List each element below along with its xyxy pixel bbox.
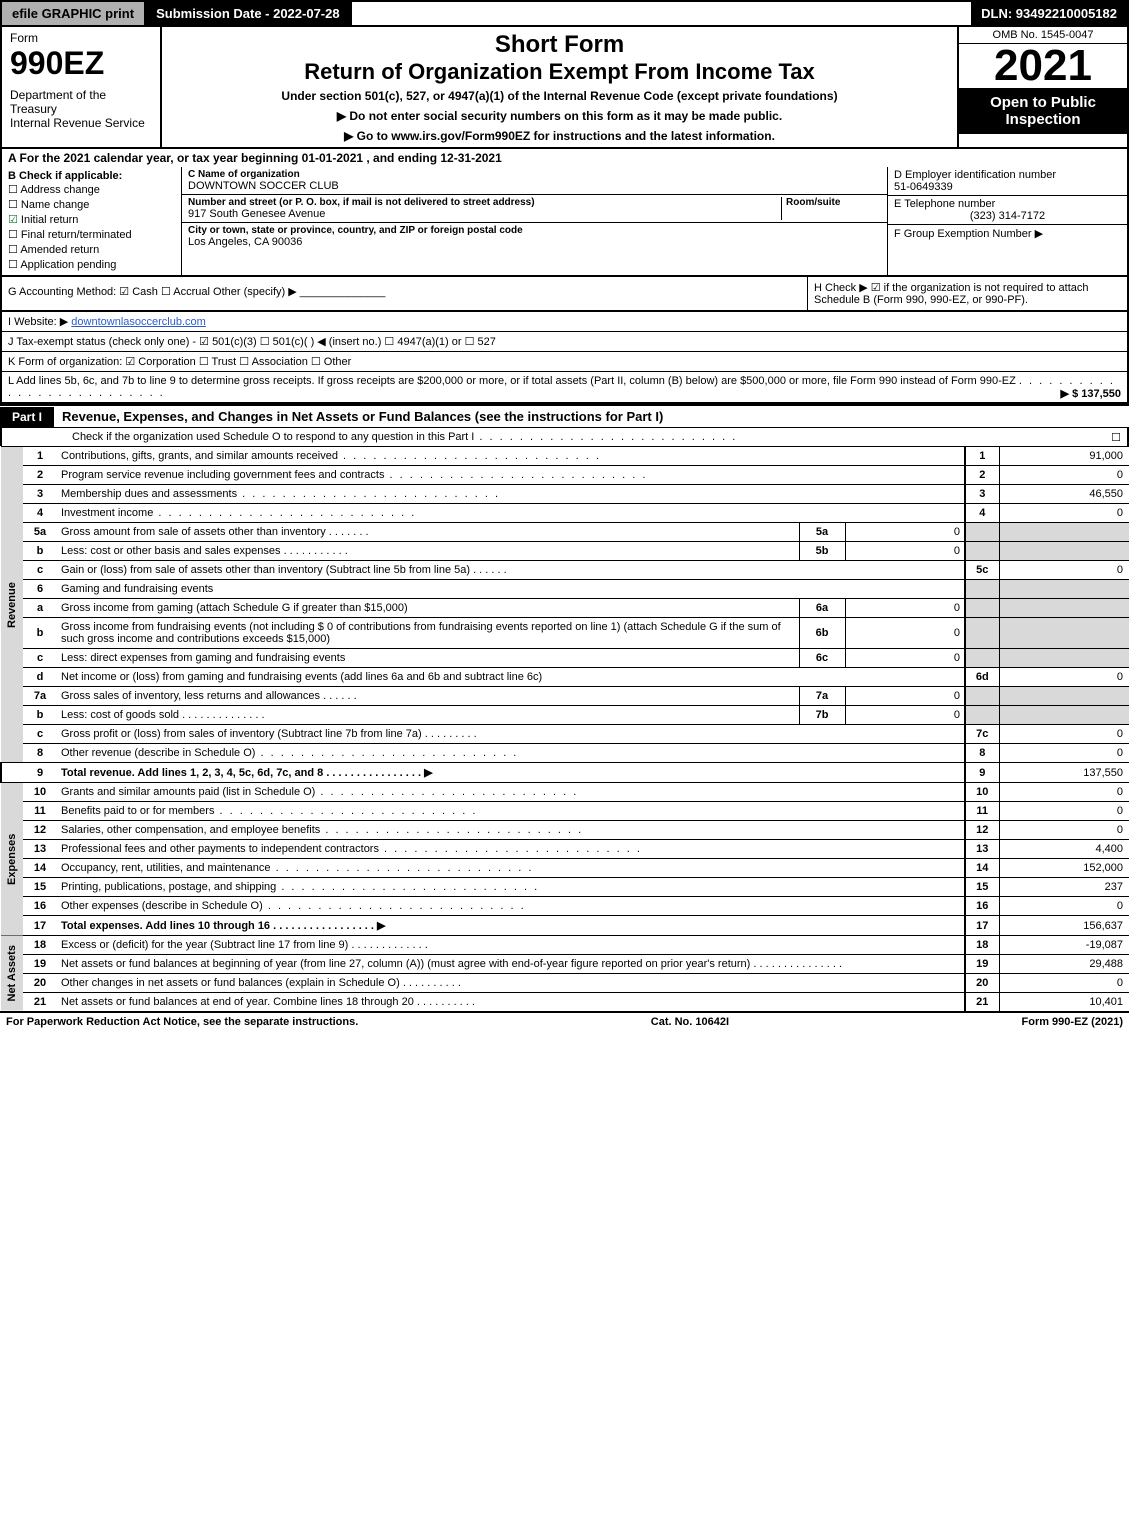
line-9-val: 137,550 bbox=[999, 763, 1129, 783]
efile-print-button[interactable]: efile GRAPHIC print bbox=[2, 2, 146, 25]
section-gh: G Accounting Method: ☑ Cash ☐ Accrual Ot… bbox=[0, 277, 1129, 312]
col-b-label: B Check if applicable: bbox=[8, 170, 122, 182]
org-name: DOWNTOWN SOCCER CLUB bbox=[188, 180, 881, 192]
line-12-val: 0 bbox=[999, 821, 1129, 840]
street-value: 917 South Genesee Avenue bbox=[188, 208, 781, 220]
netassets-side-label: Net Assets bbox=[1, 936, 23, 1012]
chk-accrual[interactable]: ☐ bbox=[161, 286, 173, 298]
row-l: L Add lines 5b, 6c, and 7b to line 9 to … bbox=[0, 372, 1129, 404]
other-specify: Other (specify) ▶ bbox=[213, 286, 297, 298]
chk-application-pending[interactable]: Application pending bbox=[8, 257, 175, 272]
department-label: Department of the Treasury Internal Reve… bbox=[10, 88, 152, 130]
line-10-val: 0 bbox=[999, 783, 1129, 802]
footer-left: For Paperwork Reduction Act Notice, see … bbox=[6, 1016, 358, 1028]
under-section: Under section 501(c), 527, or 4947(a)(1)… bbox=[170, 89, 949, 103]
ssn-warning: ▶ Do not enter social security numbers o… bbox=[170, 109, 949, 123]
part-i-title: Revenue, Expenses, and Changes in Net As… bbox=[54, 406, 671, 427]
header: Form 990EZ Department of the Treasury In… bbox=[0, 27, 1129, 149]
line-4-val: 0 bbox=[999, 504, 1129, 523]
row-i-label: I Website: ▶ bbox=[8, 316, 68, 328]
col-b-checkboxes: B Check if applicable: Address change Na… bbox=[2, 167, 182, 275]
row-a-tax-year: A For the 2021 calendar year, or tax yea… bbox=[0, 149, 1129, 167]
main-title: Return of Organization Exempt From Incom… bbox=[170, 59, 949, 85]
chk-initial-return[interactable]: Initial return bbox=[8, 212, 175, 227]
ein-label: D Employer identification number bbox=[894, 169, 1121, 181]
website-link[interactable]: downtownlasoccerclub.com bbox=[71, 316, 206, 328]
form-word: Form bbox=[10, 31, 152, 45]
part-i-check: Check if the organization used Schedule … bbox=[0, 428, 1129, 446]
line-3-val: 46,550 bbox=[999, 485, 1129, 504]
line-13-val: 4,400 bbox=[999, 840, 1129, 859]
dln-label: DLN: 93492210005182 bbox=[971, 2, 1127, 25]
chk-amended-return[interactable]: Amended return bbox=[8, 242, 175, 257]
line-16-val: 0 bbox=[999, 897, 1129, 916]
part-i-header: Part I Revenue, Expenses, and Changes in… bbox=[0, 404, 1129, 428]
form-number: 990EZ bbox=[10, 45, 152, 82]
room-label: Room/suite bbox=[786, 197, 881, 208]
line-11-val: 0 bbox=[999, 802, 1129, 821]
tel-label: E Telephone number bbox=[894, 198, 1121, 210]
city-label: City or town, state or province, country… bbox=[188, 225, 881, 236]
org-name-label: C Name of organization bbox=[188, 169, 881, 180]
line-17-val: 156,637 bbox=[999, 916, 1129, 936]
expenses-side-label: Expenses bbox=[1, 783, 23, 936]
ein-value: 51-0649339 bbox=[894, 181, 1121, 193]
chk-address-change[interactable]: Address change bbox=[8, 182, 175, 197]
line-14-val: 152,000 bbox=[999, 859, 1129, 878]
submission-date-label: Submission Date - 2022-07-28 bbox=[146, 2, 352, 25]
line-5c-val: 0 bbox=[999, 561, 1129, 580]
row-k: K Form of organization: ☑ Corporation ☐ … bbox=[0, 352, 1129, 372]
tax-year: 2021 bbox=[959, 44, 1127, 88]
line-7c-val: 0 bbox=[999, 725, 1129, 744]
chk-final-return[interactable]: Final return/terminated bbox=[8, 227, 175, 242]
footer: For Paperwork Reduction Act Notice, see … bbox=[0, 1011, 1129, 1031]
row-j: J Tax-exempt status (check only one) - ☑… bbox=[0, 332, 1129, 352]
line-6d-val: 0 bbox=[999, 668, 1129, 687]
top-bar: efile GRAPHIC print Submission Date - 20… bbox=[0, 0, 1129, 27]
chk-name-change[interactable]: Name change bbox=[8, 197, 175, 212]
col-c-org-info: C Name of organization DOWNTOWN SOCCER C… bbox=[182, 167, 887, 275]
line-19-val: 29,488 bbox=[999, 955, 1129, 974]
row-h: H Check ▶ ☑ if the organization is not r… bbox=[807, 277, 1127, 310]
street-label: Number and street (or P. O. box, if mail… bbox=[188, 197, 781, 208]
footer-right: Form 990-EZ (2021) bbox=[1022, 1016, 1123, 1028]
goto-link[interactable]: ▶ Go to www.irs.gov/Form990EZ for instru… bbox=[170, 129, 949, 143]
line-1-val: 91,000 bbox=[999, 447, 1129, 466]
part-i-table: Revenue 1 Contributions, gifts, grants, … bbox=[0, 446, 1129, 1011]
footer-center: Cat. No. 10642I bbox=[651, 1016, 729, 1028]
line-2-val: 0 bbox=[999, 466, 1129, 485]
part-i-tab: Part I bbox=[0, 407, 54, 427]
city-value: Los Angeles, CA 90036 bbox=[188, 236, 881, 248]
line-18-val: -19,087 bbox=[999, 936, 1129, 955]
row-g-label: G Accounting Method: bbox=[8, 286, 116, 298]
section-bcd: B Check if applicable: Address change Na… bbox=[0, 167, 1129, 277]
chk-cash[interactable]: ☑ bbox=[119, 286, 132, 298]
group-exemption-label: F Group Exemption Number ▶ bbox=[894, 227, 1121, 240]
col-d-identifiers: D Employer identification number 51-0649… bbox=[887, 167, 1127, 275]
short-form-title: Short Form bbox=[170, 31, 949, 59]
revenue-side-label: Revenue bbox=[1, 447, 23, 763]
tel-value: (323) 314-7172 bbox=[894, 210, 1121, 222]
line-8-val: 0 bbox=[999, 744, 1129, 763]
line-20-val: 0 bbox=[999, 974, 1129, 993]
line-15-val: 237 bbox=[999, 878, 1129, 897]
line-21-val: 10,401 bbox=[999, 993, 1129, 1012]
open-to-public: Open to Public Inspection bbox=[959, 88, 1127, 134]
part-i-checkbox[interactable]: ☐ bbox=[1111, 431, 1121, 444]
